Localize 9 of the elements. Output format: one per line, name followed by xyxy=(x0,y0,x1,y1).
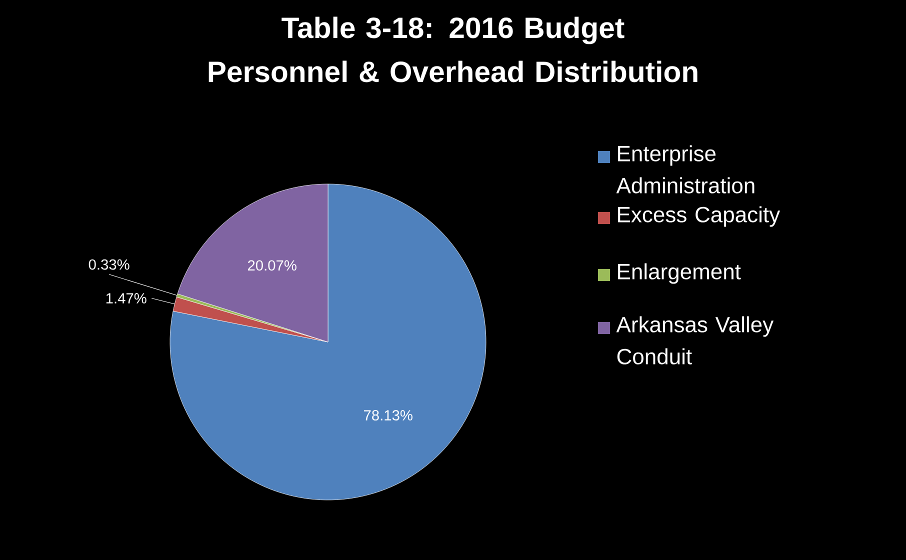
chart-title: Table 3-18: 2016 Budget Personnel & Overhead Distribution xyxy=(208,16,698,82)
legend-label: Enterprise Administration xyxy=(616,145,754,194)
data-label: 0.33% xyxy=(88,259,130,270)
data-label: 1.47% xyxy=(106,293,146,304)
legend-label: Arkansas Valley Conduit xyxy=(616,316,774,364)
legend-label: Excess Capacity xyxy=(618,206,780,227)
data-label: 78.13% xyxy=(364,410,412,420)
legend-label: Enlargement xyxy=(618,263,741,284)
data-label: 20.07% xyxy=(248,260,296,271)
